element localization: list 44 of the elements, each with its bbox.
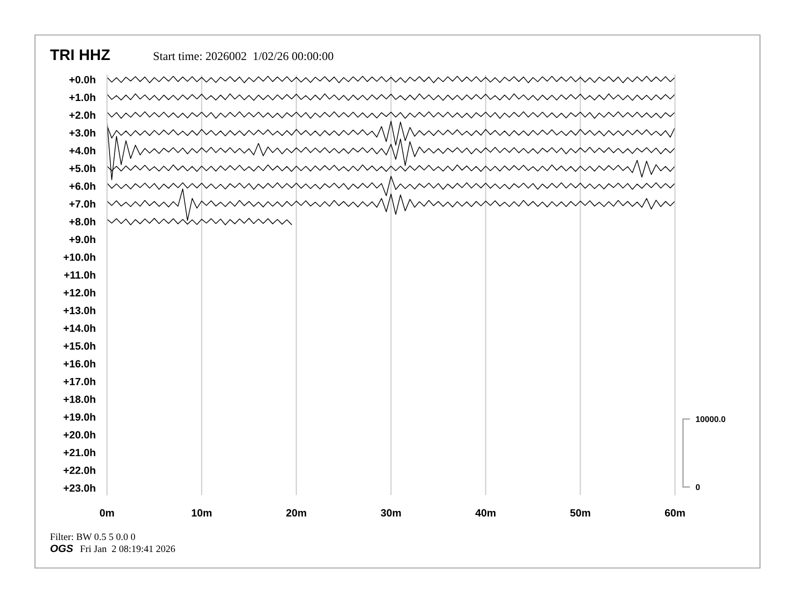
y-tick-label: +20.0h [64, 430, 96, 438]
y-tick-label: +0.0h [69, 76, 96, 84]
x-tick-label: 0m [100, 509, 114, 517]
line-series [107, 93, 675, 101]
y-tick-label: +15.0h [64, 342, 96, 350]
y-tick-label: +18.0h [64, 395, 96, 403]
line-series [107, 188, 675, 221]
text: OGS [50, 544, 74, 552]
y-tick-label: +21.0h [64, 448, 96, 456]
y-tick-label: +5.0h [69, 164, 96, 172]
y-tick-label: +9.0h [69, 235, 96, 244]
y-tick-label: +23.0h [64, 484, 96, 492]
y2-tick-label: 10000.0 [696, 416, 726, 422]
x-tick-label: 60m [664, 509, 685, 517]
y-tick-label: +3.0h [69, 128, 96, 137]
line-series [107, 176, 675, 196]
y-tick-label: +11.0h [64, 271, 96, 279]
y-tick-label: +13.0h [64, 306, 96, 314]
chart-title: TRI HHZ [50, 49, 110, 60]
chart-subtitle: Start time: 2026002 1/02/26 00:00:00 [154, 52, 334, 60]
y-tick-label: +16.0h [64, 360, 96, 368]
x-tick-label: 30m [380, 509, 401, 517]
y-tick-label: +1.0h [69, 93, 96, 102]
y-tick-label: +4.0h [69, 146, 96, 154]
y-tick-label: +12.0h [64, 288, 96, 296]
y-tick-label: +2.0h [69, 111, 96, 119]
y-tick-label: +10.0h [64, 253, 96, 261]
y2-tick-label: 0 [696, 484, 700, 490]
x-tick-label: 40m [475, 509, 496, 517]
line-series [107, 76, 675, 84]
y-tick-label: +22.0h [64, 466, 96, 474]
line-series [107, 111, 675, 119]
x-tick-label: 10m [192, 509, 212, 517]
text: Filter: BW 0.5 5 0.0 0 [50, 533, 136, 540]
x-tick-label: 50m [570, 509, 590, 517]
text: Fri Jan 2 08:19:41 2026 [80, 546, 176, 552]
y-tick-label: +17.0h [64, 378, 96, 386]
y-tick-label: +6.0h [69, 182, 96, 190]
y-tick-label: +14.0h [64, 324, 96, 332]
y-tick-label: +8.0h [69, 218, 96, 226]
y-tick-label: +7.0h [69, 200, 96, 208]
line-series [107, 218, 292, 226]
x-tick-label: 20m [286, 509, 306, 517]
y-tick-label: +19.0h [64, 413, 96, 421]
